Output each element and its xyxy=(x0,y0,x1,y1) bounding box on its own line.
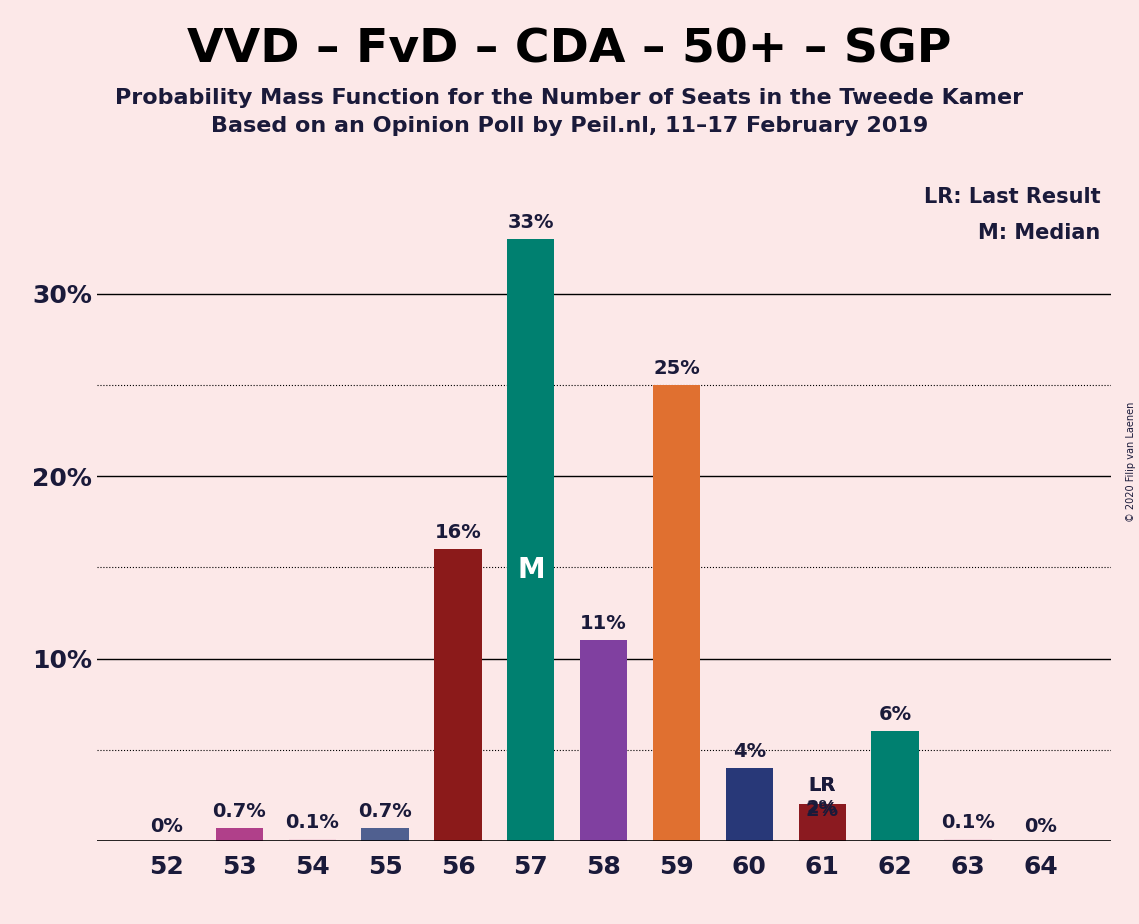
Text: 0.7%: 0.7% xyxy=(359,802,412,821)
Bar xyxy=(653,385,700,841)
Bar xyxy=(215,828,263,841)
Text: 33%: 33% xyxy=(508,213,554,232)
Bar xyxy=(580,640,628,841)
Text: 6%: 6% xyxy=(878,705,911,724)
Text: 4%: 4% xyxy=(732,742,765,760)
Text: Probability Mass Function for the Number of Seats in the Tweede Kamer: Probability Mass Function for the Number… xyxy=(115,88,1024,108)
Bar xyxy=(871,732,919,841)
Text: LR: Last Result
M: Median: LR: Last Result M: Median xyxy=(924,187,1100,243)
Bar xyxy=(288,839,336,841)
Bar xyxy=(507,239,555,841)
Text: 0.7%: 0.7% xyxy=(213,802,267,821)
Text: LR: LR xyxy=(809,776,836,796)
Text: Based on an Opinion Poll by Peil.nl, 11–17 February 2019: Based on an Opinion Poll by Peil.nl, 11–… xyxy=(211,116,928,136)
Text: 0.1%: 0.1% xyxy=(286,813,339,832)
Text: 0%: 0% xyxy=(1024,818,1057,836)
Text: 25%: 25% xyxy=(653,359,699,378)
Text: 16%: 16% xyxy=(435,523,482,541)
Text: VVD – FvD – CDA – 50+ – SGP: VVD – FvD – CDA – 50+ – SGP xyxy=(187,28,952,73)
Text: M: M xyxy=(517,556,544,584)
Text: 0%: 0% xyxy=(150,818,183,836)
Bar xyxy=(944,839,992,841)
Bar xyxy=(434,549,482,841)
Text: 2%: 2% xyxy=(806,799,837,817)
Bar xyxy=(361,828,409,841)
Bar xyxy=(798,805,846,841)
Bar xyxy=(726,768,773,841)
Text: 2%: 2% xyxy=(805,801,838,820)
Text: LR: LR xyxy=(809,776,836,796)
Text: 0.1%: 0.1% xyxy=(941,813,994,832)
Text: © 2020 Filip van Laenen: © 2020 Filip van Laenen xyxy=(1126,402,1136,522)
Text: 11%: 11% xyxy=(580,614,628,633)
